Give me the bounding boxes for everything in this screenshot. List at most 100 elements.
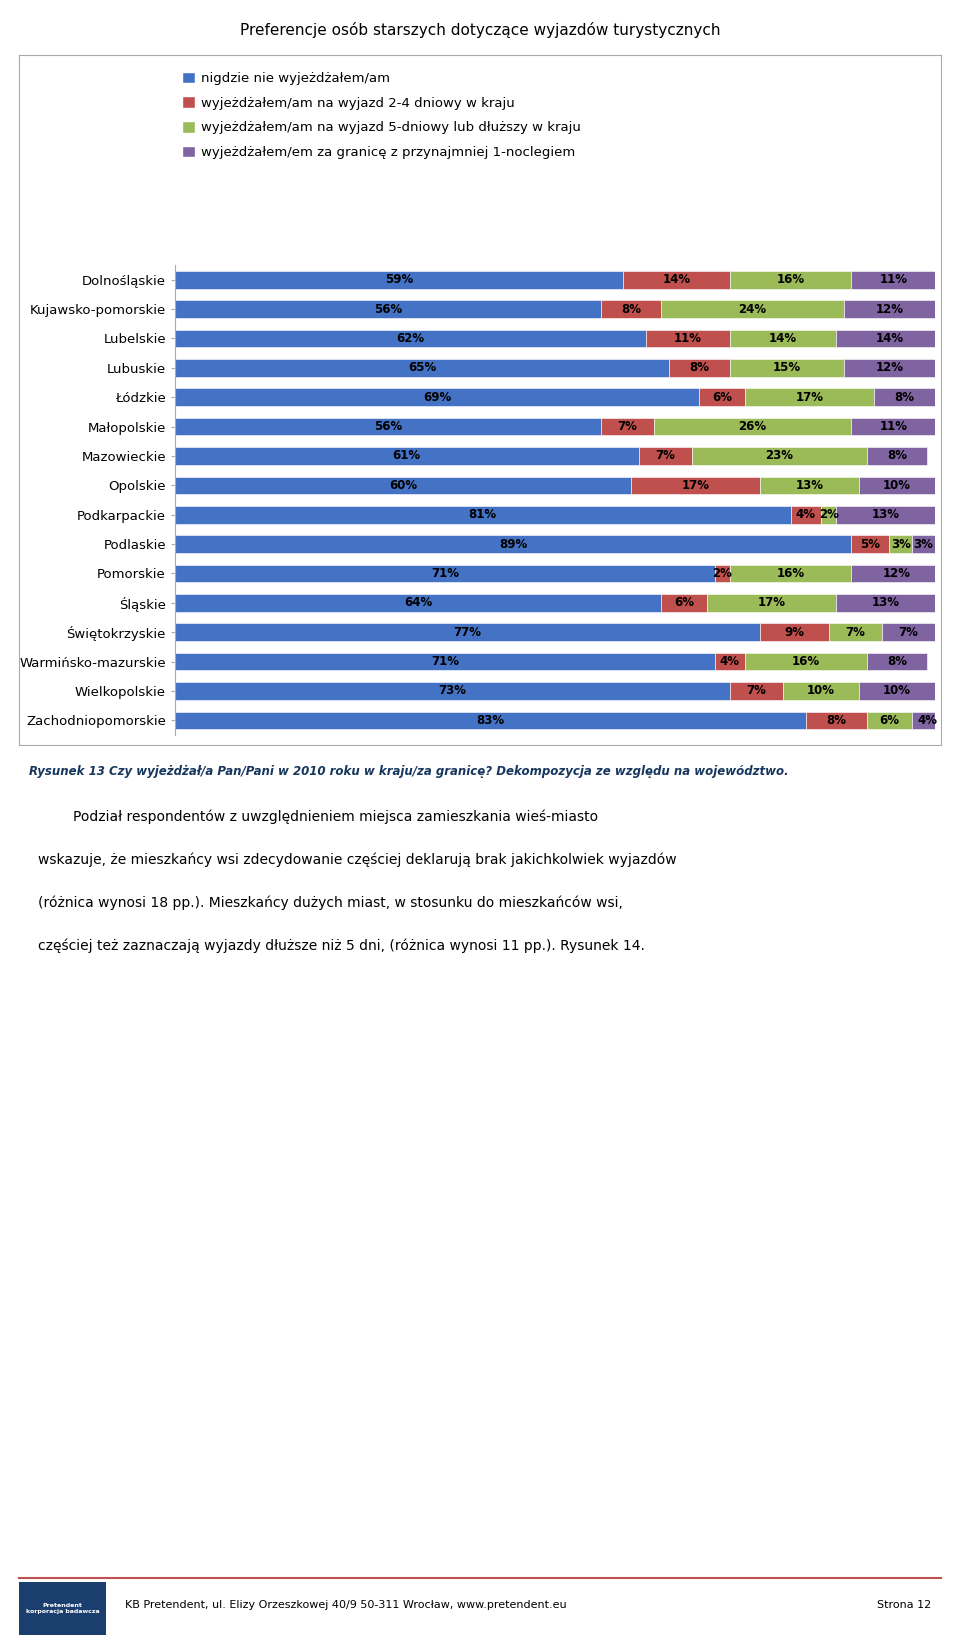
Bar	[882, 623, 935, 641]
Text: 16%: 16%	[777, 567, 804, 580]
Text: 8%: 8%	[621, 303, 641, 315]
Text: 2%: 2%	[712, 567, 732, 580]
Bar	[692, 447, 867, 465]
Text: Pretendent
korporacja badawcza: Pretendent korporacja badawcza	[26, 1604, 99, 1613]
Text: 13%: 13%	[872, 597, 900, 610]
Text: 14%: 14%	[876, 331, 903, 344]
Text: 2%: 2%	[819, 508, 838, 521]
Text: 4%: 4%	[796, 508, 816, 521]
Bar	[175, 653, 714, 671]
Text: 15%: 15%	[773, 361, 801, 374]
Text: 7%: 7%	[747, 684, 766, 697]
Text: 16%: 16%	[792, 654, 820, 667]
Text: 62%: 62%	[396, 331, 424, 344]
Bar	[175, 389, 700, 405]
Text: 8%: 8%	[895, 391, 915, 404]
Text: 9%: 9%	[784, 626, 804, 639]
Bar	[730, 270, 852, 288]
Bar	[175, 359, 669, 377]
Bar	[175, 447, 638, 465]
Bar	[889, 536, 912, 552]
Bar	[175, 565, 714, 582]
Bar	[805, 712, 867, 728]
Bar	[852, 536, 889, 552]
Bar	[844, 359, 935, 377]
Bar	[730, 682, 783, 700]
Bar	[783, 682, 859, 700]
Text: 56%: 56%	[373, 303, 402, 315]
Text: 4%: 4%	[720, 654, 740, 667]
Bar	[859, 682, 935, 700]
Text: 81%: 81%	[468, 508, 497, 521]
Bar	[601, 417, 654, 435]
Text: 12%: 12%	[876, 303, 903, 315]
Bar	[730, 565, 852, 582]
Text: 6%: 6%	[879, 714, 900, 727]
Text: (różnica wynosi 18 pp.). Mieszkańcy dużych miast, w stosunku do mieszkańców wsi,: (różnica wynosi 18 pp.). Mieszkańcy duży…	[38, 897, 623, 910]
Bar	[821, 506, 836, 524]
Text: wskazuje, że mieszkańcy wsi zdecydowanie częściej deklarują brak jakichkolwiek w: wskazuje, że mieszkańcy wsi zdecydowanie…	[38, 854, 677, 867]
Bar	[175, 506, 791, 524]
Text: 61%: 61%	[393, 450, 420, 463]
Text: 17%: 17%	[757, 597, 785, 610]
Text: 7%: 7%	[899, 626, 919, 639]
Text: 7%: 7%	[845, 626, 865, 639]
Text: 71%: 71%	[431, 567, 459, 580]
Bar	[661, 593, 707, 611]
Text: 65%: 65%	[408, 361, 436, 374]
Bar	[844, 300, 935, 318]
Bar	[175, 476, 631, 494]
Text: 8%: 8%	[689, 361, 709, 374]
Text: 77%: 77%	[453, 626, 482, 639]
Bar	[875, 389, 935, 405]
Bar	[175, 623, 760, 641]
Bar	[175, 536, 852, 552]
Bar	[852, 270, 935, 288]
Bar	[175, 417, 601, 435]
Text: 69%: 69%	[423, 391, 451, 404]
Text: KB Pretendent, ul. Elizy Orzeszkowej 40/9 50-311 Wrocław, www.pretendent.eu: KB Pretendent, ul. Elizy Orzeszkowej 40/…	[125, 1600, 566, 1610]
Legend: nigdzie nie wyjeżdżałem/am, wyjeżdżałem/am na wyjazd 2-4 dniowy w kraju, wyjeżdż: nigdzie nie wyjeżdżałem/am, wyjeżdżałem/…	[181, 71, 581, 158]
Text: 11%: 11%	[674, 331, 702, 344]
Bar	[661, 300, 844, 318]
Bar	[912, 712, 943, 728]
Bar	[714, 565, 730, 582]
Text: 13%: 13%	[796, 480, 824, 491]
Bar	[791, 506, 821, 524]
Bar	[836, 593, 935, 611]
Bar	[760, 476, 859, 494]
Text: 13%: 13%	[872, 508, 900, 521]
Bar	[669, 359, 730, 377]
Text: 11%: 11%	[879, 420, 907, 433]
Bar	[912, 536, 935, 552]
Bar	[836, 506, 935, 524]
Text: 4%: 4%	[918, 714, 937, 727]
Text: 14%: 14%	[769, 331, 797, 344]
Text: 59%: 59%	[385, 274, 414, 287]
Text: 7%: 7%	[617, 420, 637, 433]
Bar	[730, 359, 844, 377]
Text: 17%: 17%	[796, 391, 824, 404]
Text: 12%: 12%	[876, 361, 903, 374]
Bar	[707, 593, 836, 611]
Bar	[867, 712, 912, 728]
Text: 3%: 3%	[891, 537, 911, 550]
Text: 26%: 26%	[738, 420, 767, 433]
Bar	[646, 330, 730, 348]
Text: Strona 12: Strona 12	[876, 1600, 931, 1610]
Text: 83%: 83%	[476, 714, 504, 727]
Bar	[745, 653, 867, 671]
Text: Preferencje osób starszych dotyczące wyjazdów turystycznych: Preferencje osób starszych dotyczące wyj…	[240, 21, 720, 38]
Text: 8%: 8%	[827, 714, 846, 727]
Bar	[623, 270, 730, 288]
Text: 6%: 6%	[712, 391, 732, 404]
Bar	[175, 270, 623, 288]
Bar	[714, 653, 745, 671]
Bar	[867, 447, 927, 465]
Bar	[700, 389, 745, 405]
Text: 3%: 3%	[914, 537, 933, 550]
Bar	[760, 623, 828, 641]
Bar	[828, 623, 882, 641]
Bar	[175, 593, 661, 611]
Bar	[631, 476, 760, 494]
